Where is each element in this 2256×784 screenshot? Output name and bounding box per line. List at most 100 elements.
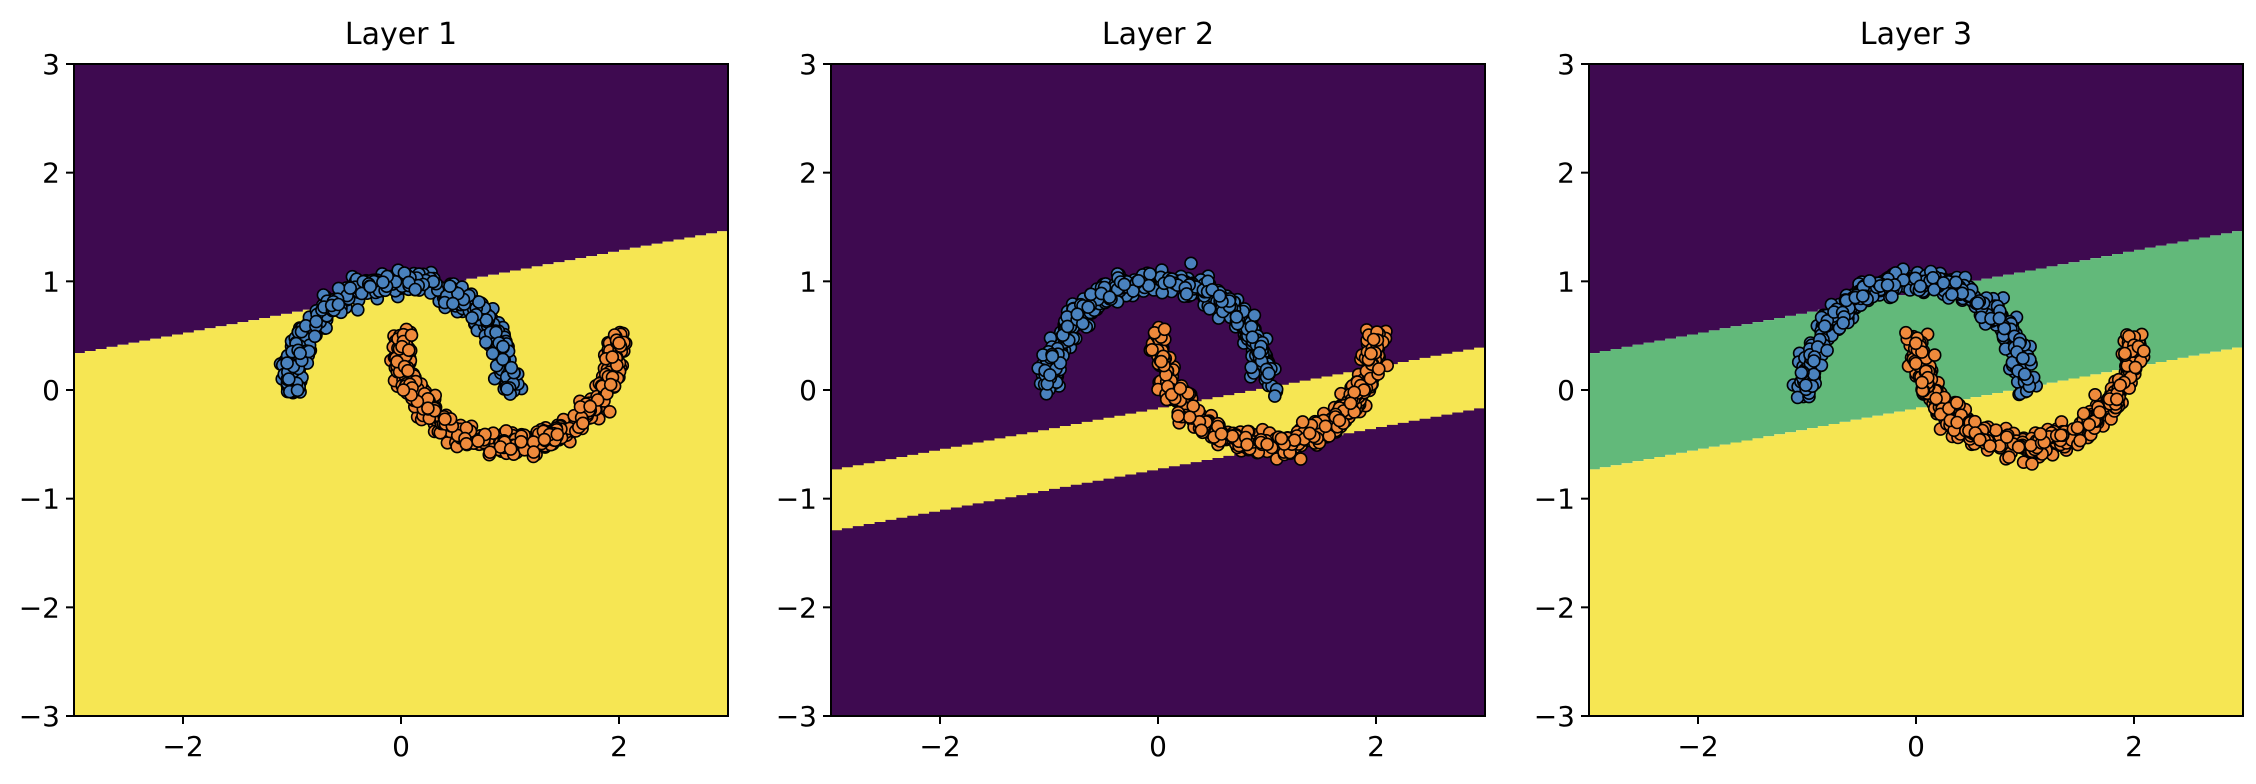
data-point bbox=[2033, 427, 2048, 441]
data-point bbox=[472, 295, 486, 309]
region-yellow bbox=[831, 347, 1485, 531]
x-tick-label: 0 bbox=[1149, 730, 1167, 763]
data-point bbox=[1240, 437, 1254, 452]
region-dark bbox=[74, 64, 728, 354]
y-tick-label: 1 bbox=[799, 265, 817, 298]
data-point bbox=[602, 404, 617, 419]
region-yellow bbox=[74, 231, 728, 716]
data-point bbox=[583, 399, 597, 414]
data-point bbox=[1347, 385, 1361, 400]
x-tick-label: 0 bbox=[392, 730, 410, 763]
data-point bbox=[1820, 343, 1834, 358]
data-point bbox=[576, 416, 590, 431]
data-point bbox=[438, 412, 452, 427]
data-point bbox=[2002, 450, 2016, 465]
data-point bbox=[401, 363, 415, 378]
data-point bbox=[1154, 354, 1168, 369]
data-point bbox=[504, 360, 519, 375]
data-point bbox=[408, 282, 423, 297]
data-point bbox=[496, 339, 510, 354]
data-point bbox=[1163, 274, 1177, 289]
y-tick-label: 0 bbox=[42, 374, 60, 407]
data-point bbox=[459, 436, 474, 451]
x-tick-label: −2 bbox=[919, 730, 960, 763]
data-point bbox=[1143, 267, 1157, 281]
panel-2: −2 0 2 −3 −2 −1 0 1 2 3 Layer 2 bbox=[776, 17, 1486, 763]
y-tick-label: 2 bbox=[42, 157, 60, 190]
data-point bbox=[350, 302, 365, 317]
data-point bbox=[1366, 332, 1381, 347]
data-point bbox=[1885, 289, 1899, 304]
data-point bbox=[1949, 275, 1963, 290]
data-point bbox=[1862, 274, 1877, 288]
data-point bbox=[1983, 439, 1997, 453]
data-point bbox=[307, 329, 322, 344]
data-point bbox=[293, 346, 307, 361]
data-point bbox=[2137, 344, 2151, 358]
data-point bbox=[1318, 419, 1333, 434]
data-point bbox=[1372, 362, 1386, 376]
data-point bbox=[1302, 426, 1317, 441]
data-point bbox=[1945, 287, 1959, 302]
data-point bbox=[1229, 310, 1244, 324]
y-tick-label: 0 bbox=[1557, 374, 1575, 407]
scatter-class-0 bbox=[273, 263, 529, 401]
data-point bbox=[465, 310, 479, 325]
data-point bbox=[1262, 366, 1276, 381]
data-point bbox=[1799, 378, 1813, 393]
scatter-class-1 bbox=[1899, 325, 2151, 471]
x-tick-label: −2 bbox=[162, 730, 203, 763]
y-tick-label: −1 bbox=[1534, 483, 1575, 516]
data-point bbox=[1968, 414, 1982, 429]
panel-title: Layer 3 bbox=[1860, 17, 1972, 52]
y-tick-label: −3 bbox=[776, 700, 817, 733]
data-point bbox=[2000, 430, 2014, 444]
data-point bbox=[1171, 409, 1185, 423]
data-point bbox=[500, 382, 514, 396]
y-tick-label: −2 bbox=[19, 591, 60, 624]
data-point bbox=[1173, 381, 1187, 396]
y-tick-label: 3 bbox=[1557, 48, 1575, 81]
data-point bbox=[2070, 420, 2085, 435]
data-point bbox=[2110, 392, 2124, 407]
data-point bbox=[1247, 308, 1262, 323]
data-point bbox=[1295, 415, 1310, 429]
scatter-class-0 bbox=[1031, 256, 1284, 403]
panel-1: −2 0 2 −3 −2 −1 0 1 2 3 Layer 1 bbox=[19, 17, 729, 763]
data-point bbox=[1117, 277, 1132, 292]
data-point bbox=[1293, 452, 1308, 466]
data-point bbox=[280, 356, 294, 370]
y-tick-label: 0 bbox=[799, 374, 817, 407]
data-point bbox=[446, 296, 460, 311]
panel-3: −2 0 2 −3 −2 −1 0 1 2 3 Layer 3 bbox=[1534, 17, 2244, 763]
data-point bbox=[2128, 360, 2143, 375]
data-point bbox=[483, 445, 497, 460]
data-point bbox=[1915, 375, 1929, 390]
data-point bbox=[612, 336, 626, 350]
data-point bbox=[376, 275, 390, 290]
data-point bbox=[401, 343, 416, 358]
data-point bbox=[1260, 437, 1274, 452]
data-point bbox=[1212, 289, 1227, 303]
data-point bbox=[1817, 319, 1832, 334]
data-point bbox=[281, 372, 296, 386]
data-point bbox=[1268, 389, 1282, 403]
data-point bbox=[503, 442, 518, 456]
x-tick-label: 2 bbox=[1367, 730, 1385, 763]
data-point bbox=[1973, 432, 1987, 447]
data-point bbox=[421, 401, 435, 416]
scatter-class-1 bbox=[384, 322, 633, 464]
data-point bbox=[2054, 428, 2068, 443]
data-point bbox=[1909, 356, 1923, 371]
y-tick-label: −3 bbox=[19, 700, 60, 733]
y-tick-label: 1 bbox=[1557, 265, 1575, 298]
y-tick-label: 3 bbox=[42, 48, 60, 81]
data-point bbox=[1950, 395, 1964, 410]
data-point bbox=[2016, 351, 2030, 366]
data-point bbox=[1909, 336, 1923, 351]
data-point bbox=[537, 432, 552, 447]
data-point bbox=[1927, 348, 1942, 362]
data-point bbox=[2011, 440, 2026, 454]
data-point bbox=[550, 427, 565, 442]
data-point bbox=[1194, 423, 1209, 438]
